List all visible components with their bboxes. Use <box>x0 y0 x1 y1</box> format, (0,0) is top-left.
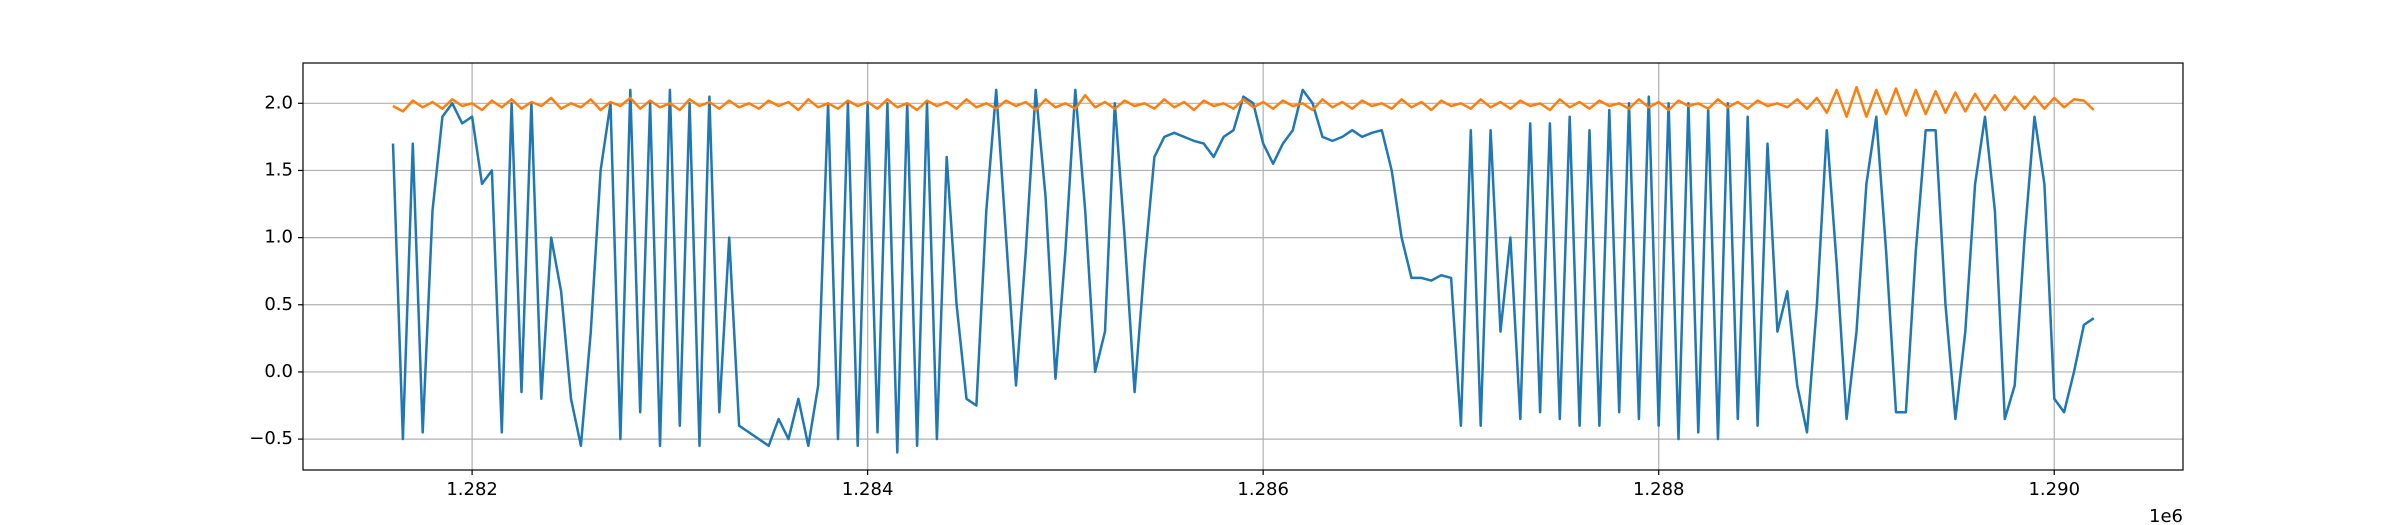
y-tick-label: −0.5 <box>249 428 293 449</box>
y-tick-label: 0.0 <box>264 361 293 382</box>
x-tick-label: 1.290 <box>2028 479 2080 500</box>
x-tick-label: 1.282 <box>446 479 498 500</box>
series-line <box>391 88 2095 454</box>
plot-frame <box>302 62 2184 471</box>
y-tick-label: 1.0 <box>264 227 293 248</box>
y-tick-label: 1.5 <box>264 159 293 180</box>
x-offset-label: 1e6 <box>2149 506 2183 525</box>
series-line <box>392 85 2095 118</box>
y-tick-label: 2.0 <box>264 92 293 113</box>
y-tick-label: 0.5 <box>264 294 293 315</box>
x-tick-label: 1.284 <box>842 479 894 500</box>
x-tick-label: 1.288 <box>1633 479 1685 500</box>
x-tick-label: 1.286 <box>1237 479 1289 500</box>
